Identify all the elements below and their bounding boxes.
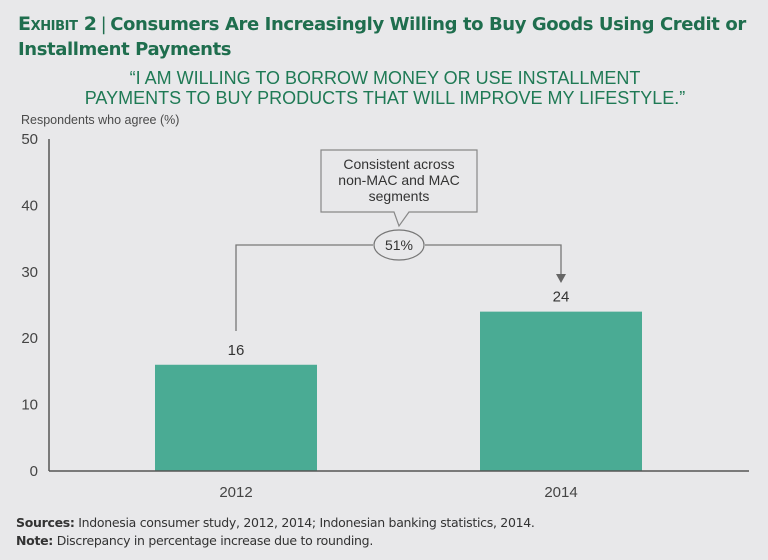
chart-title: Exhibit 2 | Consumers Are Increasingly Wil… <box>18 12 758 62</box>
y-axis-label: Respondents who agree (%) <box>21 113 180 127</box>
data-label-2014: 24 <box>553 289 570 306</box>
arrowhead-icon <box>556 274 566 283</box>
y-tick-label: 40 <box>21 197 38 214</box>
footer: Sources: Indonesia consumer study, 2012,… <box>16 514 535 550</box>
x-tick-labels: 2012 2014 <box>219 484 577 501</box>
connector-right <box>425 244 562 277</box>
y-tick-labels: 0 10 20 30 40 50 <box>21 131 38 480</box>
note-text: Discrepancy in percentage increase due t… <box>53 533 374 548</box>
y-tick-label: 10 <box>21 397 38 414</box>
growth-ellipse <box>373 229 425 261</box>
bar-2012 <box>155 364 317 471</box>
title-text: Consumers Are Increasingly Willing to Bu… <box>18 14 746 60</box>
x-tick-label-2012: 2012 <box>219 484 252 501</box>
callout-box <box>320 149 478 228</box>
sources-label: Sources: <box>16 515 75 530</box>
callout-text-line: non-MAC and MAC <box>338 172 459 188</box>
sources-line: Sources: Indonesia consumer study, 2012,… <box>16 514 535 532</box>
y-tick-label: 20 <box>21 330 38 347</box>
bar-2014 <box>480 311 642 471</box>
quote-line-1: “I AM WILLING TO BORROW MONEY OR USE INS… <box>129 68 641 88</box>
bars <box>155 311 642 471</box>
growth-label: 51% <box>385 237 413 253</box>
quote-line-2: PAYMENTS TO BUY PRODUCTS THAT WILL IMPRO… <box>84 88 686 108</box>
exhibit-label: Exhibit 2 <box>18 13 97 35</box>
y-tick-label: 30 <box>21 264 38 281</box>
y-tick-label: 50 <box>21 131 38 148</box>
note-line: Note: Discrepancy in percentage increase… <box>16 532 535 550</box>
note-label: Note: <box>16 533 54 548</box>
data-label-2012: 16 <box>228 342 245 359</box>
chart-subtitle-quote: “I AM WILLING TO BORROW MONEY OR USE INS… <box>60 68 710 108</box>
sources-text: Indonesia consumer study, 2012, 2014; In… <box>74 515 535 530</box>
callout-text-line: Consistent across <box>343 156 454 172</box>
callout-text-line: segments <box>369 188 430 204</box>
x-tick-label-2014: 2014 <box>544 484 577 501</box>
y-tick-label: 0 <box>30 463 38 480</box>
title-separator: | <box>100 14 107 35</box>
connector-left <box>235 244 373 331</box>
